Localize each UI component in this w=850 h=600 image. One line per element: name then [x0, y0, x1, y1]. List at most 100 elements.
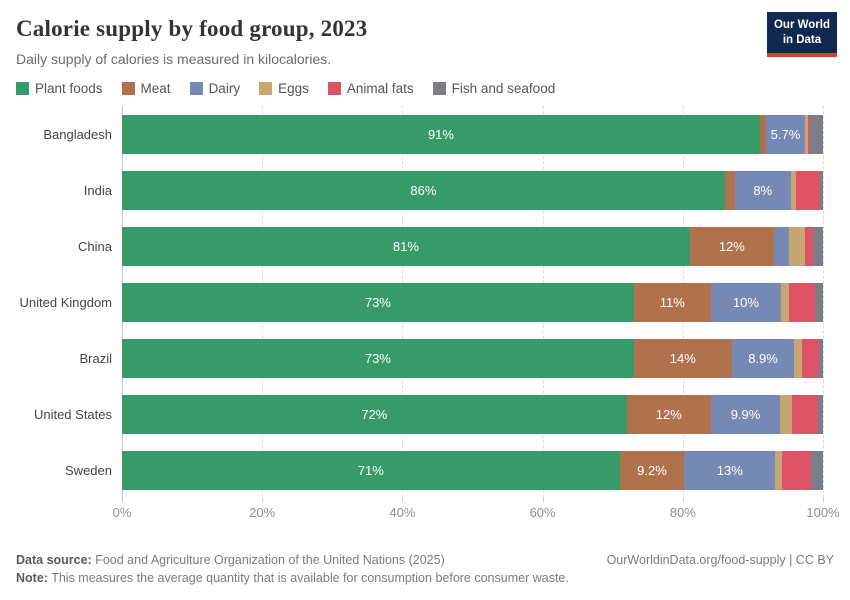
gridline	[823, 106, 824, 498]
bar-segment[interactable]	[810, 114, 823, 154]
bar-segment[interactable]: 72%	[122, 394, 627, 434]
data-source-text: Food and Agriculture Organization of the…	[95, 552, 445, 567]
category-label: Sweden	[65, 462, 112, 478]
legend-label: Fish and seafood	[451, 81, 556, 96]
bar-segment[interactable]	[780, 394, 793, 434]
bar-value-label: 11%	[659, 294, 685, 310]
bar-row: Bangladesh 91% 5.7%	[16, 106, 823, 162]
legend-swatch	[16, 82, 29, 95]
bar-track: 91% 5.7%	[122, 114, 823, 154]
category-label: United Kingdom	[19, 294, 113, 310]
legend-label: Plant foods	[35, 81, 103, 96]
bar-segment[interactable]: 9.2%	[619, 450, 685, 490]
x-axis: 0% 20% 40% 60% 80% 100%	[113, 498, 840, 524]
category-label: United States	[33, 406, 112, 422]
legend-item[interactable]: Plant foods	[16, 81, 103, 96]
bar-segment[interactable]	[775, 450, 783, 490]
bar-value-label: 73%	[364, 294, 391, 310]
legend-swatch	[327, 82, 341, 95]
bar-segment[interactable]	[818, 394, 823, 434]
bar-track: 73% 11% 10%	[122, 282, 823, 322]
bar-segment[interactable]	[814, 282, 823, 322]
bar-segment[interactable]: 12%	[689, 226, 774, 266]
bar-row: Brazil 73% 14% 8.9%	[16, 330, 823, 386]
category-label: India	[83, 182, 112, 198]
bar-track: 81% 12%	[122, 226, 823, 266]
bar-segment[interactable]	[795, 170, 821, 210]
x-axis-tick-label: 40%	[389, 505, 416, 520]
bar-rows: Bangladesh 91% 5.7% India 86% 8% China 81% 12% Un…	[16, 106, 823, 498]
bar-row: India 86% 8%	[16, 162, 823, 218]
category-label: Brazil	[79, 350, 112, 366]
x-axis-tick-label: 60%	[529, 505, 556, 520]
bar-segment[interactable]	[790, 170, 796, 210]
bar-segment[interactable]: 71%	[122, 450, 620, 490]
bar-segment[interactable]: 73%	[122, 282, 634, 322]
bar-segment[interactable]: 13%	[684, 450, 776, 490]
x-axis-tick	[402, 498, 404, 502]
bar-value-label: 91%	[427, 126, 454, 142]
bar-segment[interactable]	[788, 226, 806, 266]
bar-segment[interactable]	[792, 394, 819, 434]
bar-segment[interactable]: 5.7%	[765, 114, 806, 154]
legend-swatch	[121, 82, 135, 95]
bar-segment[interactable]	[724, 170, 735, 210]
bar-segment[interactable]: 9.9%	[710, 394, 781, 434]
bar-segment[interactable]: 73%	[122, 338, 634, 378]
x-axis-tick	[122, 498, 123, 502]
bar-segment[interactable]: 81%	[122, 226, 690, 266]
note-label: Note:	[16, 570, 48, 585]
owid-logo[interactable]: Our World in Data	[766, 12, 837, 57]
bar-value-label: 10%	[732, 294, 759, 310]
bar-segment[interactable]	[789, 282, 815, 322]
bar-segment[interactable]: 8.9%	[731, 338, 795, 378]
bar-segment[interactable]	[819, 338, 823, 378]
bar-value-label: 9.9%	[730, 406, 761, 422]
x-axis-tick	[542, 498, 544, 502]
bar-segment[interactable]	[801, 338, 820, 378]
legend-item[interactable]: Dairy	[189, 81, 241, 96]
bar-value-label: 5.7%	[770, 126, 801, 142]
bar-segment[interactable]: 10%	[710, 282, 781, 322]
bar-value-label: 8%	[753, 182, 773, 198]
bar-segment[interactable]	[794, 338, 802, 378]
page-title: Calorie supply by food group, 2023	[16, 16, 368, 41]
license-link[interactable]: OurWorldinData.org/food-supply | CC BY	[606, 552, 834, 567]
x-axis-tick	[823, 498, 824, 502]
bar-row: United Kingdom 73% 11% 10%	[16, 274, 823, 330]
legend-item[interactable]: Meat	[121, 81, 171, 96]
bar-segment[interactable]	[820, 170, 823, 210]
bar-segment[interactable]	[811, 450, 823, 490]
bar-segment[interactable]	[805, 226, 814, 266]
chart-footer: Data source: Food and Agriculture Organi…	[16, 551, 834, 587]
bar-segment[interactable]: 91%	[122, 114, 760, 154]
note-text: This measures the average quantity that …	[51, 570, 569, 585]
bar-segment[interactable]: 12%	[626, 394, 711, 434]
bar-segment[interactable]	[805, 114, 809, 154]
bar-segment[interactable]: 14%	[633, 338, 732, 378]
bar-segment[interactable]	[808, 114, 811, 154]
bar-segment[interactable]: 8%	[734, 170, 791, 210]
legend-label: Meat	[140, 81, 171, 96]
bar-segment[interactable]	[782, 450, 812, 490]
legend-item[interactable]: Fish and seafood	[432, 81, 556, 96]
bar-value-label: 73%	[364, 350, 391, 366]
legend-label: Dairy	[208, 81, 241, 96]
legend: Plant foods Meat Dairy Eggs Animal fats Fish …	[16, 81, 834, 96]
bar-segment[interactable]	[813, 226, 823, 266]
bar-value-label: 12%	[718, 238, 745, 254]
bar-segment[interactable]: 86%	[122, 170, 725, 210]
bar-segment[interactable]: 11%	[633, 282, 711, 322]
bar-track: 86% 8%	[122, 170, 823, 210]
bar-track: 71% 9.2% 13%	[122, 450, 823, 490]
bar-segment[interactable]	[773, 226, 789, 266]
legend-swatch	[189, 82, 203, 95]
legend-item[interactable]: Eggs	[259, 81, 309, 96]
legend-label: Eggs	[278, 81, 309, 96]
legend-swatch	[259, 82, 273, 95]
bar-segment[interactable]	[759, 114, 766, 154]
bar-segment[interactable]	[780, 282, 790, 322]
legend-item[interactable]: Animal fats	[327, 81, 414, 96]
bar-value-label: 86%	[410, 182, 437, 198]
